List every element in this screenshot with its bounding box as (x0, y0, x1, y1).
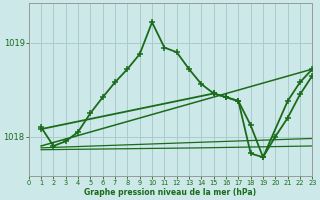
X-axis label: Graphe pression niveau de la mer (hPa): Graphe pression niveau de la mer (hPa) (84, 188, 257, 197)
